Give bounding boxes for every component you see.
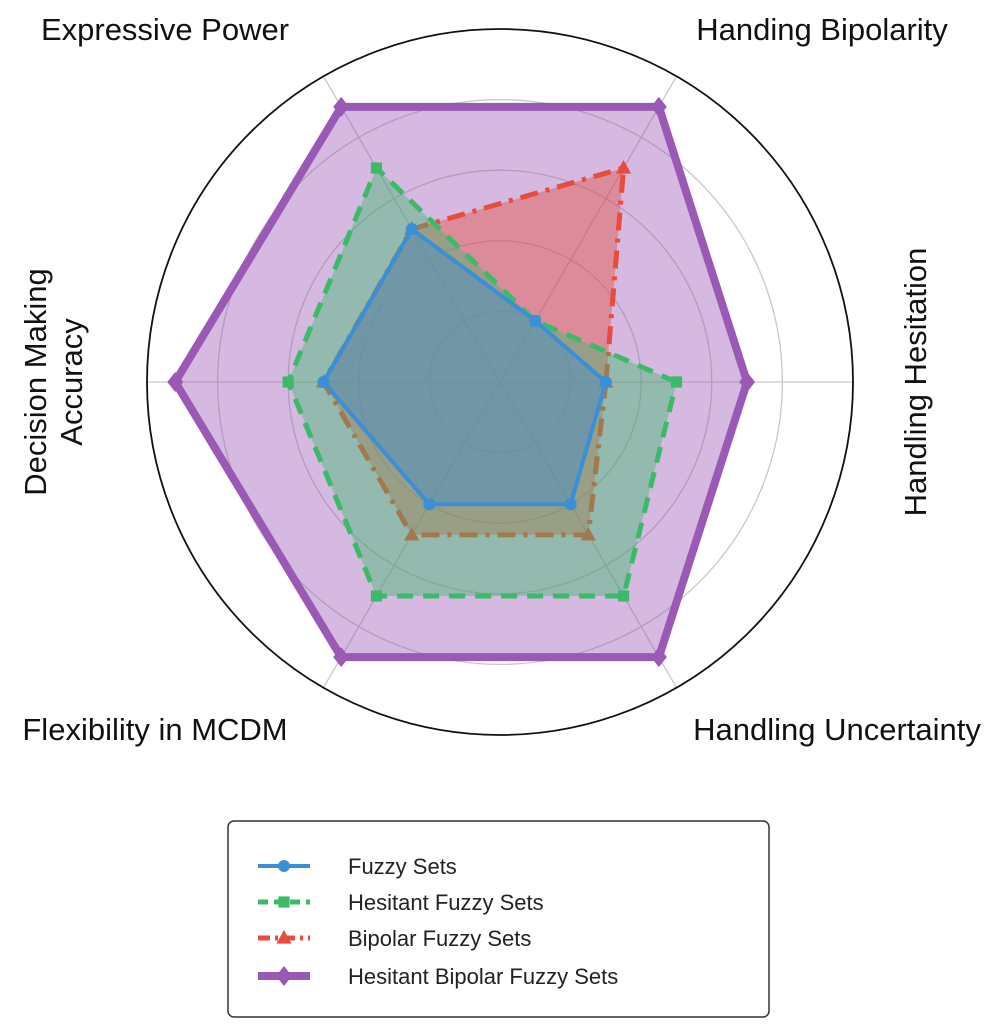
axis-label-flexibility-in-mcdm: Flexibility in MCDM xyxy=(22,712,287,747)
radar-series xyxy=(167,96,756,668)
legend-label-bipolar-fuzzy-sets: Bipolar Fuzzy Sets xyxy=(348,926,531,951)
point-fuzzy-sets-handling-uncertainty xyxy=(564,498,577,511)
axis-label-handing-bipolarity: Handing Bipolarity xyxy=(696,12,948,47)
legend-box xyxy=(227,820,770,1018)
outer-ring xyxy=(146,28,854,736)
axis-label-handling-hesitation: Handling Hesitation xyxy=(898,248,933,517)
legend-label-hesitant-fuzzy-sets: Hesitant Fuzzy Sets xyxy=(348,890,544,915)
legend-item-hesitant-bipolar-fuzzy-sets: Hesitant Bipolar Fuzzy Sets xyxy=(258,964,618,989)
legend-item-fuzzy-sets: Fuzzy Sets xyxy=(258,854,457,879)
point-hesitant-fuzzy-sets-decision-making-accuracy xyxy=(282,376,294,388)
axis-label-handling-uncertainty: Handling Uncertainty xyxy=(693,712,981,747)
point-fuzzy-sets-decision-making-accuracy xyxy=(317,376,330,388)
legend-label-hesitant-bipolar-fuzzy-sets: Hesitant Bipolar Fuzzy Sets xyxy=(348,964,618,989)
legend-label-fuzzy-sets: Fuzzy Sets xyxy=(348,854,457,879)
series-fill-fuzzy-sets xyxy=(323,229,606,505)
point-fuzzy-sets-expressive-power xyxy=(405,223,418,236)
series-hesitant-bipolar-fuzzy-sets xyxy=(167,96,756,668)
legend-marker-hesitant-fuzzy-sets xyxy=(278,896,290,908)
legend: Fuzzy Sets Hesitant Fuzzy Sets Bipolar Fuz… xyxy=(227,820,770,1018)
point-bipolar-fuzzy-sets-handing-bipolarity xyxy=(615,160,632,174)
point-hesitant-bipolar-fuzzy-sets-handing-bipolarity xyxy=(650,96,667,117)
series-fill-bipolar-fuzzy-sets xyxy=(323,168,624,535)
axis-label-decision-making-accuracy: Decision MakingAccuracy xyxy=(18,268,89,495)
spoke-handing-bipolarity xyxy=(499,75,678,383)
point-fuzzy-sets-flexibility-in-mcdm xyxy=(423,498,436,511)
point-hesitant-fuzzy-sets-flexibility-in-mcdm xyxy=(370,590,383,602)
point-hesitant-bipolar-fuzzy-sets-handling-hesitation xyxy=(739,372,756,392)
legend-marker-bipolar-fuzzy-sets xyxy=(276,930,292,944)
point-hesitant-fuzzy-sets-expressive-power xyxy=(370,162,383,174)
point-hesitant-bipolar-fuzzy-sets-decision-making-accuracy xyxy=(167,372,184,392)
point-fuzzy-sets-handling-hesitation xyxy=(599,376,612,388)
point-bipolar-fuzzy-sets-handling-uncertainty xyxy=(580,526,596,541)
legend-marker-hesitant-bipolar-fuzzy-sets xyxy=(276,966,292,986)
point-hesitant-bipolar-fuzzy-sets-flexibility-in-mcdm xyxy=(333,647,350,668)
point-hesitant-fuzzy-sets-handling-hesitation xyxy=(670,376,683,388)
axis-labels: Handling Hesitation Handing Bipolarity Exp… xyxy=(18,12,981,747)
point-bipolar-fuzzy-sets-flexibility-in-mcdm xyxy=(404,526,420,541)
point-hesitant-fuzzy-sets-handling-uncertainty xyxy=(617,590,630,602)
axis-label-expressive-power: Expressive Power xyxy=(41,12,289,47)
legend-item-hesitant-fuzzy-sets: Hesitant Fuzzy Sets xyxy=(258,890,544,915)
point-fuzzy-sets-handing-bipolarity xyxy=(529,314,542,327)
point-hesitant-bipolar-fuzzy-sets-handling-uncertainty xyxy=(650,647,667,668)
point-hesitant-bipolar-fuzzy-sets-expressive-power xyxy=(333,96,350,117)
series-fuzzy-sets xyxy=(317,223,612,511)
series-fill-hesitant-bipolar-fuzzy-sets xyxy=(175,106,748,658)
legend-item-bipolar-fuzzy-sets: Bipolar Fuzzy Sets xyxy=(258,926,531,951)
legend-marker-fuzzy-sets xyxy=(278,860,290,872)
